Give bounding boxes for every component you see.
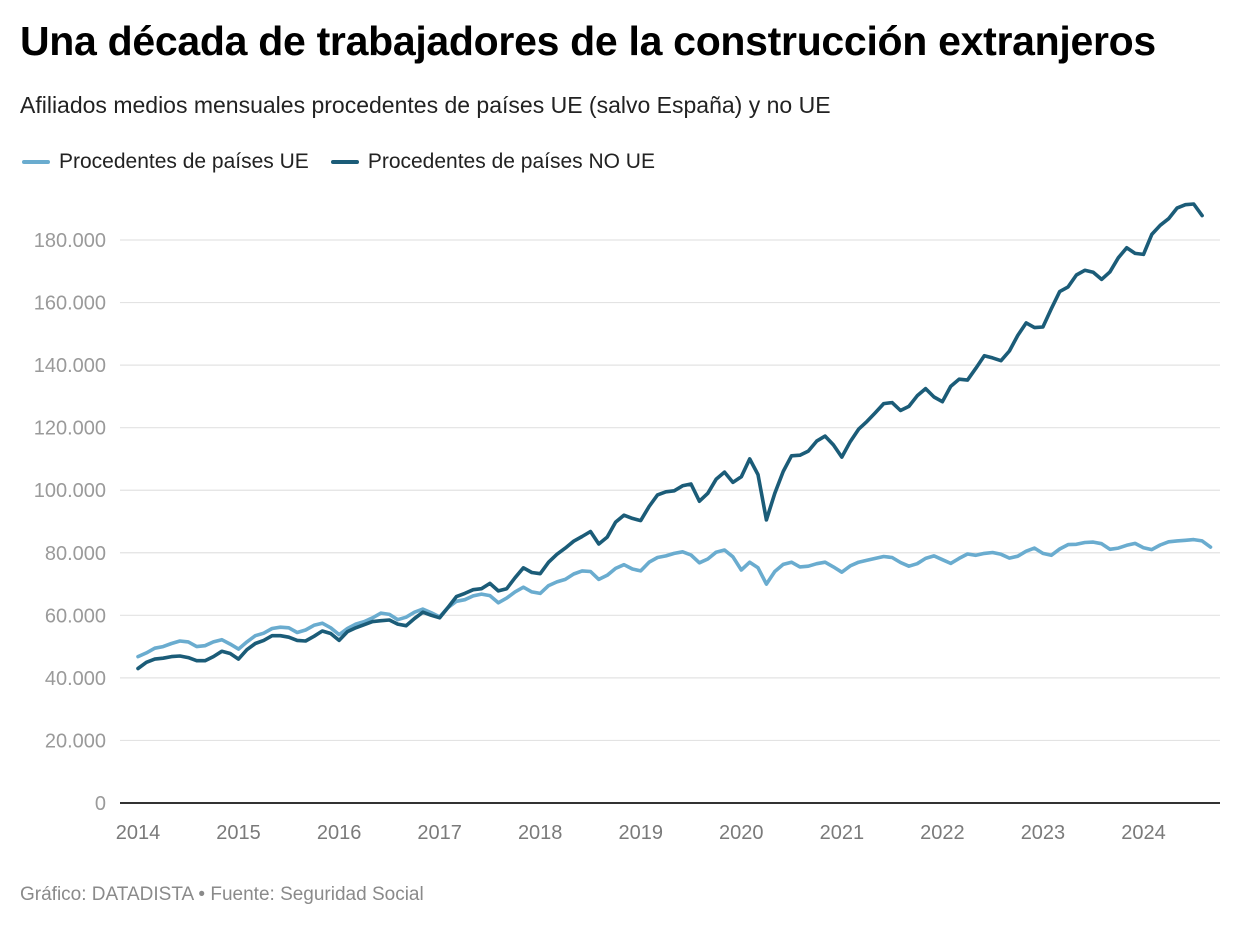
series-line-no-ue (136, 202, 1204, 671)
x-tick-label: 2020 (719, 822, 764, 844)
chart-subtitle: Afiliados medios mensuales procedentes d… (20, 92, 831, 118)
x-tick-label: 2018 (518, 822, 563, 844)
series-lines (136, 202, 1213, 671)
x-tick-label: 2023 (1021, 822, 1066, 844)
y-tick-label: 160.000 (34, 293, 106, 315)
x-axis-labels: 2014 2015 2016 2017 2018 2019 2020 2021 2022 2023… (116, 822, 1166, 844)
x-tick-label: 2019 (619, 822, 664, 844)
x-tick-label: 2014 (116, 822, 161, 844)
y-tick-label: 20.000 (45, 730, 106, 752)
legend-item-no-ue[interactable]: Procedentes de países NO UE (330, 150, 655, 174)
y-tick-label: 140.000 (34, 355, 106, 377)
x-tick-label: 2024 (1121, 822, 1166, 844)
legend-label-no-ue: Procedentes de países NO UE (367, 150, 655, 173)
y-tick-label: 60.000 (45, 605, 106, 627)
legend-swatch-no-ue (330, 160, 359, 164)
legend-label-ue: Procedentes de países UE (59, 150, 309, 173)
chart-title: Una década de trabajadores de la constru… (20, 18, 1156, 64)
legend-item-ue[interactable]: Procedentes de países UE (22, 150, 309, 174)
series-line-ue (136, 537, 1213, 659)
legend-swatch-ue (22, 160, 50, 164)
y-tick-label: 120.000 (34, 418, 106, 440)
y-tick-label: 180.000 (34, 230, 106, 252)
x-tick-label: 2022 (920, 822, 965, 844)
y-tick-label: 80.000 (45, 543, 106, 565)
x-tick-label: 2021 (820, 822, 865, 844)
source-footer: Gráfico: DATADISTA • Fuente: Seguridad S… (20, 884, 424, 905)
x-tick-label: 2016 (317, 822, 362, 844)
y-tick-label: 40.000 (45, 668, 106, 690)
x-tick-label: 2017 (417, 822, 462, 844)
y-tick-label: 0 (95, 793, 106, 815)
x-tick-label: 2015 (216, 822, 261, 844)
line-chart: 0 20.000 40.000 60.000 80.000 100.000 120.000 1… (34, 202, 1220, 844)
y-axis-labels: 0 20.000 40.000 60.000 80.000 100.000 120.000 1… (34, 230, 106, 815)
y-tick-label: 100.000 (34, 480, 106, 502)
legend: Procedentes de países UE Procedentes de … (22, 150, 655, 174)
